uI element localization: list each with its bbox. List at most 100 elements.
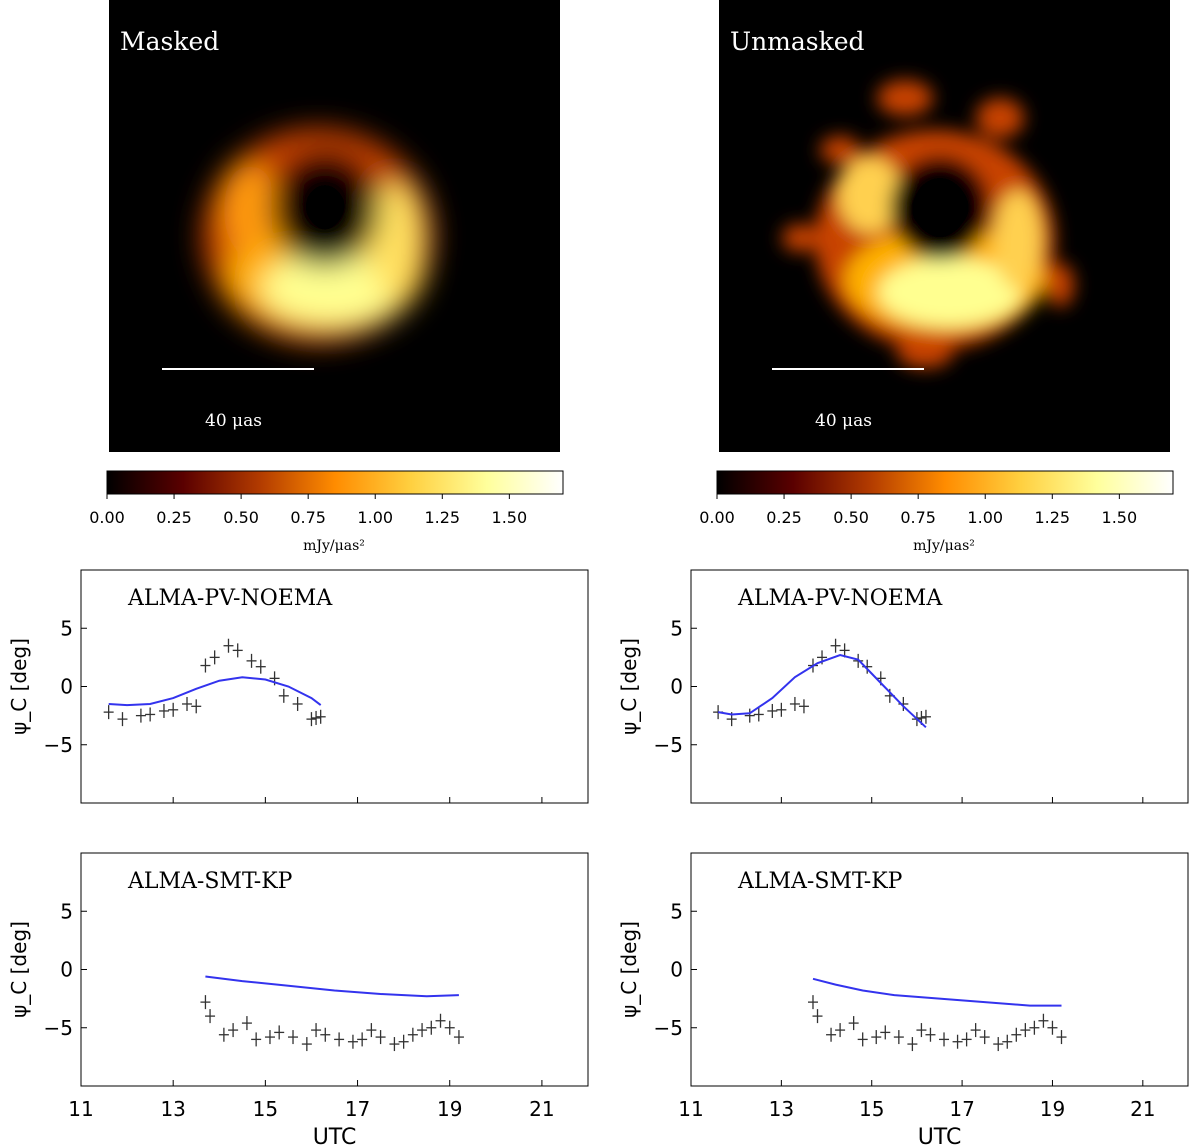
y-tick-label: −5: [44, 733, 73, 757]
model-line: [812, 977, 1062, 1007]
data-point: [347, 1034, 358, 1049]
data-point: [320, 1027, 331, 1042]
y-tick-label: 0: [60, 675, 73, 699]
data-point: [241, 1016, 252, 1031]
data-point: [444, 1020, 455, 1035]
data-point: [288, 1030, 299, 1045]
data-point: [274, 1025, 285, 1040]
data-point: [835, 1023, 846, 1038]
colorbar-tick-label: 1.25: [424, 508, 460, 527]
y-tick-label: 5: [670, 899, 683, 923]
colorbar-tick-label: 0.75: [900, 508, 936, 527]
data-point: [893, 1030, 904, 1045]
ring-image: [202, 128, 434, 344]
y-tick-label: 0: [670, 958, 683, 982]
plot-frame: [80, 852, 589, 1087]
data-point: [205, 1009, 216, 1024]
data-point: [311, 710, 322, 725]
data-point: [264, 1030, 275, 1045]
data-point: [939, 1032, 950, 1047]
x-tick-label: 17: [949, 1097, 974, 1121]
data-point: [375, 1030, 386, 1045]
chart-alma-smt-kp-masked: ALMA-SMT-KP 5 0 −5 11 13 15 17 19 21 ψ_C [deg] UTC: [7, 852, 589, 1148]
y-tick-label: 0: [60, 958, 73, 982]
chart-alma-smt-kp-unmasked: ALMA-SMT-KP 5 0 −5 11 13 15 17 19 21 ψ_C [deg] UTC: [617, 852, 1189, 1148]
data-point: [880, 1025, 891, 1040]
colorbar-label: mJy/μas²: [303, 538, 365, 554]
y-tick-label: 5: [670, 616, 683, 640]
data-point: [925, 1027, 936, 1042]
data-point: [920, 709, 931, 724]
data-point: [407, 1027, 418, 1042]
data-point: [218, 1027, 229, 1042]
data-point: [366, 1023, 377, 1038]
plot-frame: [690, 852, 1189, 1087]
data-point: [389, 1037, 400, 1052]
colorbar-tick-label: 1.50: [1102, 508, 1138, 527]
colorbar-tick-label: 0.50: [223, 508, 259, 527]
data-point: [1002, 1034, 1013, 1049]
scale-bar-label: 40 μas: [205, 411, 262, 431]
data-point: [871, 1030, 882, 1045]
chart-title: ALMA-PV-NOEMA: [737, 586, 943, 611]
y-tick-label: 0: [670, 675, 683, 699]
colorbar-tick-label: 0.25: [156, 508, 192, 527]
colorbar-tick-label: 1.25: [1034, 508, 1070, 527]
plot-frame: [690, 569, 1189, 804]
data-point: [826, 1027, 837, 1042]
colorbar-masked: 0.00 0.25 0.50 0.75 1.00 1.25 1.50: [89, 470, 564, 527]
data-point: [453, 1030, 464, 1045]
data-point: [1020, 1023, 1031, 1038]
data-point: [398, 1034, 409, 1049]
data-point: [952, 1034, 963, 1049]
data-point: [182, 696, 193, 711]
data-point: [916, 1023, 927, 1038]
model-line: [108, 676, 322, 707]
data-point: [117, 712, 128, 727]
colorbar-tick-label: 1.00: [967, 508, 1003, 527]
data-point: [435, 1013, 446, 1028]
data-point: [292, 696, 303, 711]
colorbar-tick-label: 0.75: [290, 508, 326, 527]
colorbar-tick-label: 0.50: [833, 508, 869, 527]
data-point: [839, 643, 850, 658]
data-point: [1038, 1013, 1049, 1028]
colorbar-unmasked: 0.00 0.25 0.50 0.75 1.00 1.25 1.50: [699, 470, 1174, 527]
data-point: [1047, 1020, 1058, 1035]
data-point: [753, 707, 764, 722]
data-point: [301, 1037, 312, 1052]
chart-title: ALMA-SMT-KP: [127, 869, 293, 894]
data-point: [848, 1016, 859, 1031]
ring-image: [782, 80, 1074, 368]
y-axis-label: ψ_C [deg]: [7, 921, 31, 1018]
colorbar-tick-label: 1.50: [492, 508, 528, 527]
colorbar-tick-label: 0.00: [89, 508, 125, 527]
data-point: [961, 1032, 972, 1047]
y-tick-label: −5: [44, 1016, 73, 1040]
data-point: [135, 708, 146, 723]
data-point: [255, 659, 266, 674]
data-point: [426, 1020, 437, 1035]
y-tick-label: −5: [654, 733, 683, 757]
chart-title: ALMA-SMT-KP: [737, 869, 903, 894]
image-panel-masked: Masked 40 μas: [109, 0, 560, 452]
x-tick-label: 19: [1040, 1097, 1065, 1121]
x-tick-label: 13: [769, 1097, 794, 1121]
colorbar-gradient: [106, 470, 564, 495]
data-point: [311, 1023, 322, 1038]
data-point: [168, 702, 179, 717]
data-point: [158, 703, 169, 718]
data-point: [907, 1037, 918, 1052]
chart-alma-pv-noema-masked: ALMA-PV-NOEMA 5 0 −5 ψ_C [deg]: [7, 569, 589, 804]
x-tick-label: 11: [678, 1097, 703, 1121]
y-axis-label: ψ_C [deg]: [7, 638, 31, 735]
chart-alma-pv-noema-unmasked: ALMA-PV-NOEMA 5 0 −5 ψ_C [deg]: [617, 569, 1189, 804]
data-point: [798, 699, 809, 714]
x-tick-label: 17: [345, 1097, 370, 1121]
y-axis-label: ψ_C [deg]: [617, 921, 641, 1018]
chart-title: ALMA-PV-NOEMA: [127, 586, 333, 611]
data-point: [223, 638, 234, 653]
data-point: [200, 995, 211, 1010]
data-point: [417, 1023, 428, 1038]
data-point: [251, 1032, 262, 1047]
